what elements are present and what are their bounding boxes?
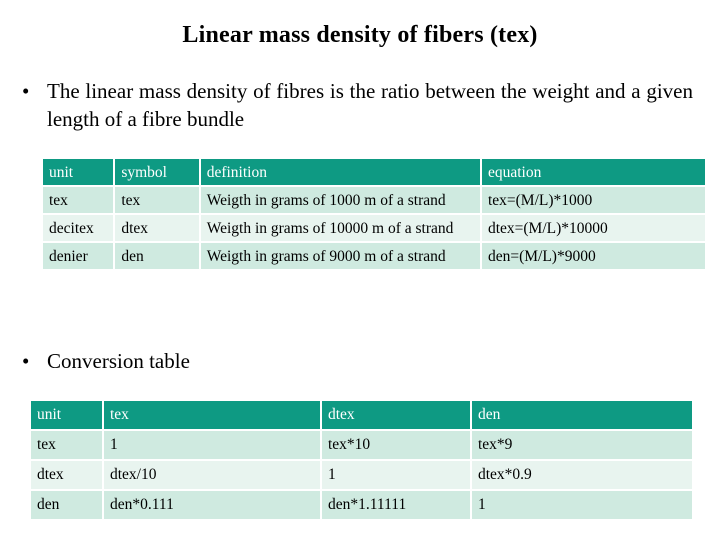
- table-cell: tex*10: [322, 431, 470, 459]
- table-cell: denier: [43, 243, 114, 269]
- header-cell: equation: [481, 159, 705, 185]
- table-cell: 1: [472, 491, 692, 519]
- units-table-header: unit symbol definition equation: [43, 159, 705, 185]
- table-row: decitex dtex Weigth in grams of 10000 m …: [43, 215, 705, 241]
- conversion-table: unit tex dtex den tex 1 tex*10 tex*9 dte…: [29, 399, 694, 521]
- table-cell: Weigth in grams of 9000 m of a strand: [200, 243, 480, 269]
- table-cell: den: [31, 491, 102, 519]
- table-cell: decitex: [43, 215, 114, 241]
- units-table: unit symbol definition equation tex tex …: [41, 157, 707, 271]
- header-cell: unit: [31, 401, 102, 429]
- table-cell: tex: [43, 187, 114, 213]
- slide-title: Linear mass density of fibers (tex): [182, 22, 538, 48]
- header-cell: symbol: [115, 159, 199, 185]
- header-cell: tex: [104, 401, 320, 429]
- conversion-bullet: • Conversion table: [22, 347, 190, 375]
- header-cell: unit: [43, 159, 114, 185]
- header-cell: definition: [200, 159, 480, 185]
- bullet-marker: •: [22, 349, 30, 373]
- table-cell: dtex=(M/L)*10000: [481, 215, 705, 241]
- table-cell: Weigth in grams of 1000 m of a strand: [200, 187, 480, 213]
- table-row: tex tex Weigth in grams of 1000 m of a s…: [43, 187, 705, 213]
- table-cell: 1: [104, 431, 320, 459]
- table-row: den den*0.111 den*1.11111 1: [31, 491, 692, 519]
- table-row: denier den Weigth in grams of 9000 m of …: [43, 243, 705, 269]
- header-cell: den: [472, 401, 692, 429]
- table-cell: dtex: [31, 461, 102, 489]
- table-cell: tex=(M/L)*1000: [481, 187, 705, 213]
- table-cell: den=(M/L)*9000: [481, 243, 705, 269]
- intro-text: The linear mass density of fibres is the…: [47, 79, 693, 131]
- table-row: tex 1 tex*10 tex*9: [31, 431, 692, 459]
- table-cell: dtex: [115, 215, 199, 241]
- conversion-table-header: unit tex dtex den: [31, 401, 692, 429]
- conversion-text: Conversion table: [47, 349, 190, 373]
- bullet-marker: •: [22, 79, 30, 103]
- intro-bullet: • The linear mass density of fibres is t…: [22, 77, 694, 133]
- table-cell: tex: [31, 431, 102, 459]
- table-cell: den*1.11111: [322, 491, 470, 519]
- table-cell: Weigth in grams of 10000 m of a strand: [200, 215, 480, 241]
- header-cell: dtex: [322, 401, 470, 429]
- table-cell: tex: [115, 187, 199, 213]
- table-cell: tex*9: [472, 431, 692, 459]
- table-cell: dtex*0.9: [472, 461, 692, 489]
- table-cell: 1: [322, 461, 470, 489]
- table-row: dtex dtex/10 1 dtex*0.9: [31, 461, 692, 489]
- table-cell: den*0.111: [104, 491, 320, 519]
- table-cell: den: [115, 243, 199, 269]
- table-cell: dtex/10: [104, 461, 320, 489]
